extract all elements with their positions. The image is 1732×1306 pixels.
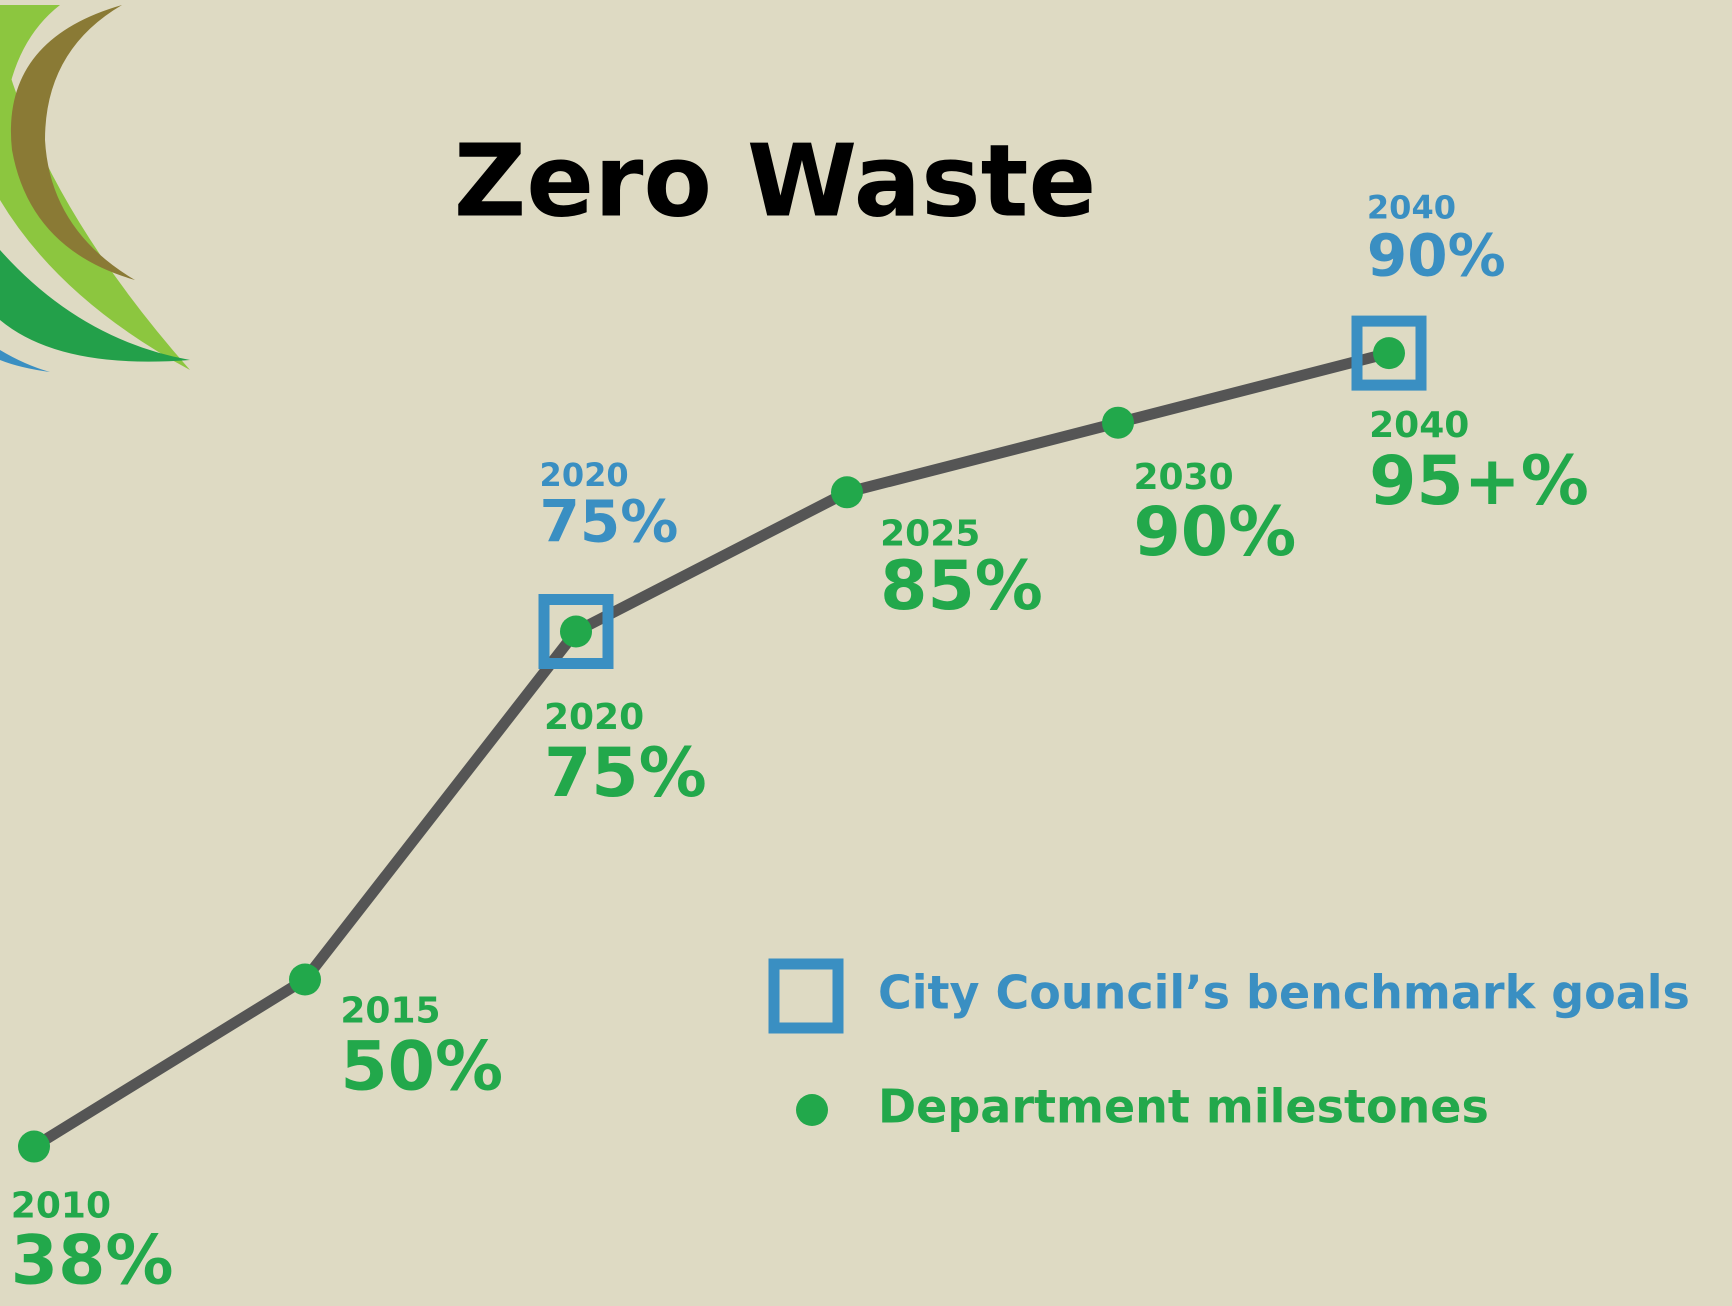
milestone-dot: [560, 616, 592, 648]
benchmark-label: 75%: [540, 488, 679, 556]
milestone-year: 2015: [340, 991, 440, 1032]
milestone-year: 2010: [11, 1185, 111, 1226]
milestone-label: 95+%: [1369, 442, 1589, 521]
milestone-dot: [1373, 337, 1405, 369]
chart: Zero Waste 201038%201550%202075%202585%2…: [0, 0, 1732, 1306]
milestone-label: 85%: [880, 547, 1043, 626]
chart-title: Zero Waste: [454, 122, 1097, 239]
milestone-dot: [18, 1131, 50, 1163]
milestone-dot: [289, 964, 321, 996]
milestone-year: 2040: [1369, 405, 1469, 446]
milestone-label: 90%: [1133, 493, 1296, 572]
milestone-year: 2030: [1133, 457, 1233, 498]
milestone-dot: [1102, 407, 1134, 439]
milestone-label: 50%: [340, 1028, 503, 1107]
milestone-label: 75%: [544, 734, 707, 813]
legend-dot: [796, 1094, 828, 1126]
legend-label: City Council’s benchmark goals: [878, 966, 1690, 1020]
milestone-year: 2020: [544, 697, 644, 738]
benchmark-label: 90%: [1367, 221, 1506, 289]
milestone-dot: [831, 476, 863, 508]
milestone-label: 38%: [11, 1221, 174, 1300]
legend-label: Department milestones: [878, 1080, 1489, 1134]
